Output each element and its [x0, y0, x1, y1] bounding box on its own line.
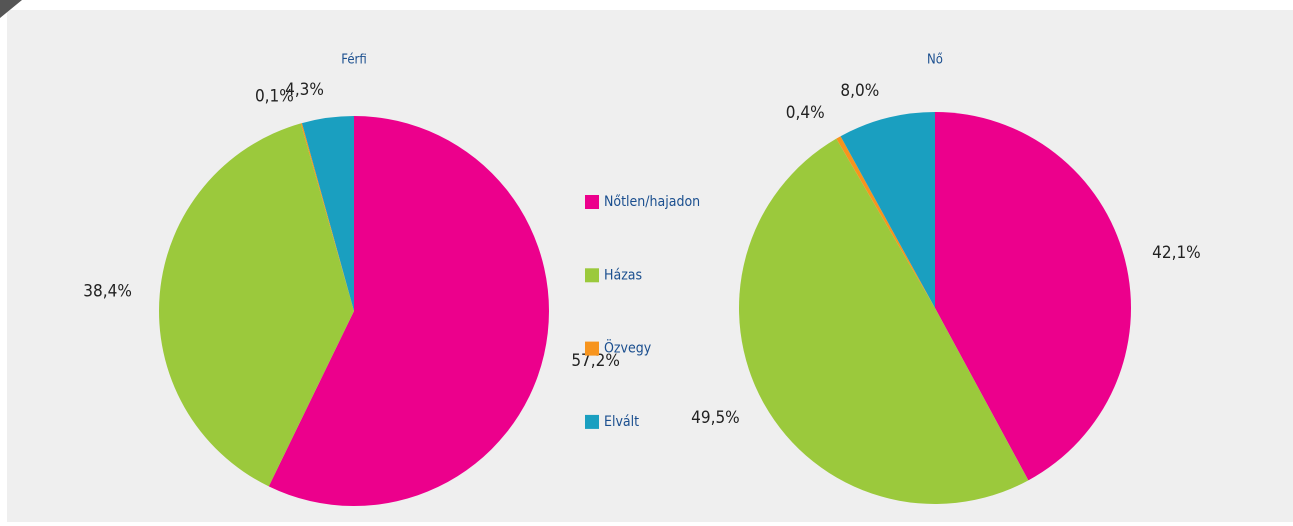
pie-slice	[268, 116, 549, 506]
legend-swatch	[585, 341, 599, 356]
legend-label: Özvegy	[604, 339, 652, 357]
chart-title: Nő	[927, 53, 943, 68]
legend-swatch	[585, 268, 599, 283]
data-label: 0,4%	[786, 103, 825, 123]
data-label: 42,1%	[1152, 243, 1201, 263]
legend-label: Házas	[604, 267, 642, 283]
pie-slice	[300, 123, 354, 311]
data-label: 8,0%	[840, 81, 879, 101]
legend-swatch	[585, 414, 599, 429]
pie-slice	[739, 138, 1029, 504]
data-label: 38,4%	[83, 281, 132, 301]
pie-slice	[301, 116, 354, 311]
chart-title: Férfi	[341, 53, 366, 68]
pie-slice	[836, 136, 935, 308]
corner	[0, 0, 22, 18]
pie-slice	[935, 112, 1131, 481]
pie-slice	[158, 123, 354, 487]
data-label: 49,5%	[691, 408, 740, 428]
data-label: 4,3%	[285, 80, 324, 100]
legend-label: Elvált	[604, 414, 639, 430]
data-label: 0,1%	[255, 86, 294, 106]
legend-label: Nőtlen/hajadon	[604, 194, 700, 210]
data-label: 57,2%	[571, 351, 620, 371]
pie-slice	[840, 112, 935, 308]
legend-swatch	[585, 195, 599, 209]
